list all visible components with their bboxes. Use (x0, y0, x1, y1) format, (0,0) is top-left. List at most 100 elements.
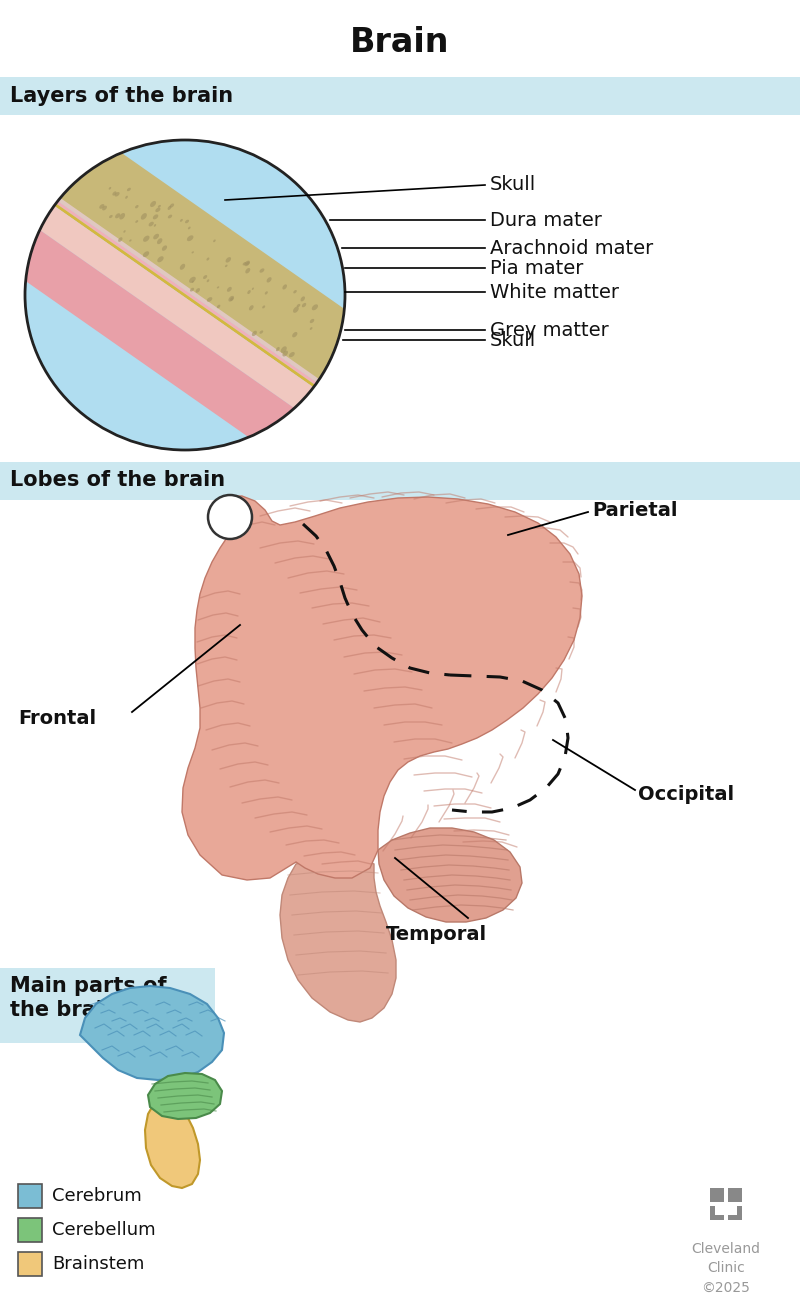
Ellipse shape (242, 262, 246, 266)
Ellipse shape (206, 257, 210, 261)
Ellipse shape (302, 303, 306, 308)
Ellipse shape (252, 331, 257, 336)
Bar (0, 968, 215, 1043)
Polygon shape (0, 0, 641, 578)
Text: Pia mater: Pia mater (490, 258, 583, 278)
Ellipse shape (149, 222, 154, 227)
Text: Temporal: Temporal (386, 926, 486, 944)
Ellipse shape (249, 305, 254, 310)
Ellipse shape (203, 275, 207, 279)
Bar (715, 1204, 737, 1215)
Ellipse shape (185, 219, 189, 223)
Ellipse shape (225, 265, 227, 267)
Ellipse shape (244, 261, 250, 266)
Ellipse shape (125, 196, 128, 198)
Ellipse shape (135, 220, 138, 223)
Ellipse shape (276, 347, 280, 351)
Text: Arachnoid mater: Arachnoid mater (490, 239, 654, 257)
Ellipse shape (259, 269, 265, 273)
Ellipse shape (282, 351, 288, 356)
Polygon shape (182, 496, 582, 880)
Ellipse shape (266, 278, 271, 283)
Text: Main parts of
the brain: Main parts of the brain (10, 977, 166, 1020)
Circle shape (208, 496, 252, 539)
Ellipse shape (99, 205, 105, 209)
Polygon shape (0, 5, 597, 582)
Text: Grey matter: Grey matter (490, 321, 609, 339)
Ellipse shape (217, 305, 220, 308)
Polygon shape (0, 10, 594, 606)
Polygon shape (0, 8, 595, 583)
Ellipse shape (247, 289, 250, 295)
Ellipse shape (25, 140, 345, 450)
Polygon shape (80, 986, 224, 1080)
Text: Brainstem: Brainstem (52, 1254, 144, 1273)
Ellipse shape (123, 231, 126, 232)
Ellipse shape (112, 192, 117, 196)
Text: Cerebellum: Cerebellum (52, 1221, 156, 1239)
Bar (710, 1206, 724, 1221)
Ellipse shape (154, 233, 159, 240)
Text: Occipital: Occipital (638, 785, 734, 805)
Ellipse shape (312, 304, 318, 310)
Ellipse shape (114, 192, 120, 197)
Polygon shape (280, 855, 396, 1022)
Ellipse shape (168, 215, 172, 218)
Ellipse shape (188, 227, 190, 230)
Ellipse shape (143, 252, 149, 257)
Ellipse shape (180, 219, 183, 222)
Ellipse shape (310, 327, 313, 330)
Ellipse shape (217, 287, 219, 288)
Ellipse shape (229, 296, 234, 301)
Ellipse shape (155, 207, 161, 213)
Text: Parietal: Parietal (592, 501, 678, 519)
Text: White matter: White matter (490, 283, 619, 301)
Ellipse shape (281, 347, 286, 353)
Bar (728, 1188, 742, 1202)
Polygon shape (0, 1, 599, 579)
Ellipse shape (191, 252, 194, 253)
Bar (18, 1252, 42, 1277)
Text: Cleveland
Clinic
©2025: Cleveland Clinic ©2025 (691, 1241, 761, 1295)
Text: Cerebrum: Cerebrum (52, 1187, 142, 1205)
Ellipse shape (109, 186, 111, 189)
Ellipse shape (153, 214, 158, 219)
Bar (0, 77, 800, 115)
Ellipse shape (154, 224, 156, 227)
Text: Dura mater: Dura mater (490, 210, 602, 230)
Ellipse shape (246, 262, 250, 265)
Ellipse shape (297, 304, 300, 308)
Ellipse shape (265, 291, 268, 295)
Ellipse shape (262, 305, 265, 309)
Ellipse shape (180, 263, 185, 270)
Ellipse shape (158, 205, 161, 207)
Polygon shape (145, 1101, 200, 1188)
Ellipse shape (195, 288, 200, 292)
Text: Brain: Brain (350, 26, 450, 59)
Ellipse shape (115, 214, 120, 218)
Bar (18, 1184, 42, 1208)
Ellipse shape (282, 284, 287, 289)
Ellipse shape (135, 205, 138, 209)
Text: Skull: Skull (490, 176, 536, 194)
Ellipse shape (246, 269, 250, 274)
Ellipse shape (119, 213, 125, 219)
Ellipse shape (162, 245, 167, 250)
Text: Frontal: Frontal (18, 708, 96, 728)
Polygon shape (148, 1073, 222, 1119)
Ellipse shape (109, 215, 113, 218)
Ellipse shape (230, 297, 234, 301)
Ellipse shape (310, 319, 314, 323)
Ellipse shape (102, 206, 107, 210)
Ellipse shape (157, 239, 162, 244)
Polygon shape (0, 33, 578, 647)
Ellipse shape (118, 237, 122, 241)
Ellipse shape (192, 280, 194, 283)
Ellipse shape (252, 288, 254, 289)
Ellipse shape (293, 306, 298, 313)
Ellipse shape (294, 289, 297, 293)
Ellipse shape (143, 236, 150, 241)
Ellipse shape (227, 287, 232, 292)
Bar (18, 1218, 42, 1241)
Ellipse shape (129, 240, 131, 241)
